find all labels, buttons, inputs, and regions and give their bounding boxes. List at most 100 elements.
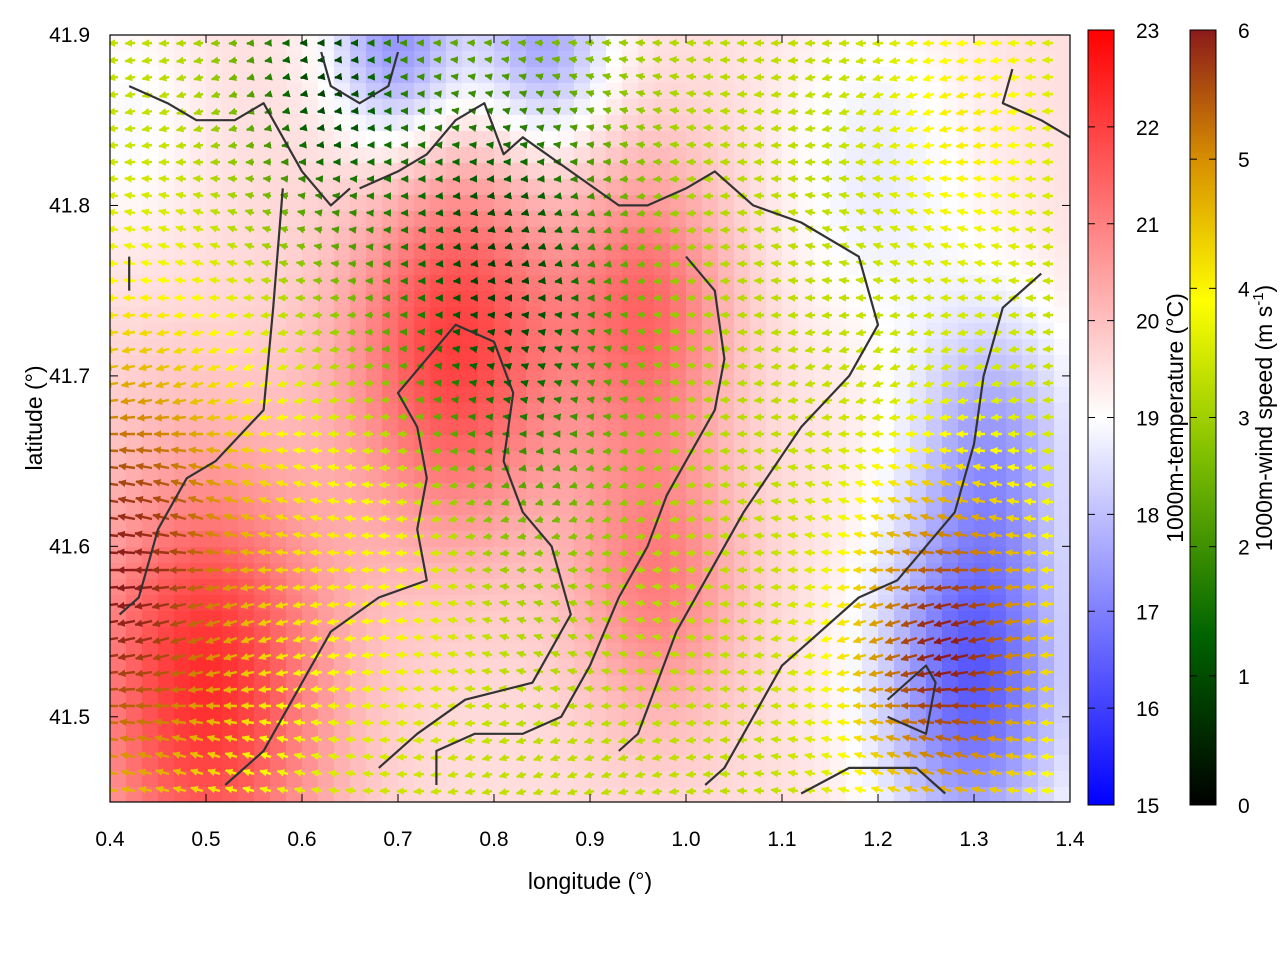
wind-arrow [313, 280, 322, 281]
heatmap-cell [398, 435, 415, 452]
wind-arrow [518, 536, 526, 538]
heatmap-cell [526, 355, 543, 372]
wind-arrow [653, 586, 662, 587]
heatmap-cell [398, 467, 415, 484]
heatmap-cell [654, 387, 671, 404]
wind-arrow [314, 246, 322, 247]
wind-arrow [174, 315, 186, 316]
wind-arrow [521, 399, 526, 400]
wind-arrow [142, 60, 152, 61]
heatmap-cell [270, 211, 287, 228]
heatmap-cell [398, 563, 415, 580]
wind-arrow [466, 519, 475, 521]
heatmap-cell [382, 195, 399, 212]
heatmap-cell [190, 547, 207, 564]
heatmap-cell [654, 243, 671, 260]
heatmap-cell [894, 755, 911, 772]
heatmap-cell [478, 515, 495, 532]
wind-arrow [1023, 604, 1036, 605]
wind-arrow [940, 417, 951, 418]
wind-arrow [670, 536, 679, 537]
heatmap-cell [334, 451, 351, 468]
wind-arrow [1026, 332, 1036, 333]
heatmap-cell [526, 291, 543, 308]
wind-arrow [263, 195, 271, 196]
wind-arrow [687, 76, 696, 77]
wind-arrow [211, 178, 220, 179]
heatmap-cell [766, 707, 783, 724]
wind-arrow [192, 315, 203, 316]
wind-arrow [211, 145, 220, 146]
heatmap-cell [606, 787, 623, 804]
heatmap-cell [174, 67, 191, 84]
heatmap-cell [430, 275, 447, 292]
heatmap-cell [478, 771, 495, 788]
wind-arrow [704, 365, 713, 366]
wind-arrow [620, 196, 628, 197]
wind-arrow [283, 77, 288, 78]
wind-arrow [329, 383, 339, 384]
heatmap-cell [334, 707, 351, 724]
heatmap-cell [318, 355, 335, 372]
wind-arrow [448, 536, 458, 537]
heatmap-cell [734, 83, 751, 100]
wind-arrow [332, 212, 339, 213]
wind-arrow [300, 145, 305, 146]
heatmap-cell [1006, 563, 1023, 580]
wind-arrow [159, 178, 169, 179]
wind-arrow [142, 194, 152, 196]
heatmap-cell [1038, 371, 1055, 388]
wind-arrow [839, 194, 849, 196]
wind-arrow [505, 348, 509, 349]
heatmap-cell [526, 99, 543, 116]
wind-arrow [988, 552, 1002, 553]
heatmap-cell [350, 67, 367, 84]
heatmap-cell [622, 515, 639, 532]
heatmap-cell [1022, 83, 1039, 100]
heatmap-cell [158, 275, 175, 292]
heatmap-cell [622, 83, 639, 100]
heatmap-cell [286, 83, 303, 100]
heatmap-cell [782, 723, 799, 740]
wind-arrow [654, 348, 662, 349]
heatmap-cell [526, 499, 543, 516]
heatmap-cell [126, 163, 143, 180]
wind-arrow [349, 263, 356, 264]
heatmap-cell [1054, 611, 1071, 628]
wind-arrow [283, 60, 288, 61]
heatmap-cell [1054, 147, 1071, 164]
wind-arrow [873, 417, 883, 418]
wind-arrow [344, 535, 356, 536]
heatmap-cell [750, 451, 767, 468]
heatmap-cell [350, 611, 367, 628]
heatmap-cell [718, 435, 735, 452]
heatmap-cell [974, 179, 991, 196]
heatmap-cell [414, 787, 431, 804]
wind-arrow [670, 399, 679, 400]
heatmap-cell [622, 531, 639, 548]
wind-arrow [141, 280, 152, 281]
heatmap-cell [718, 355, 735, 372]
heatmap-cell [382, 115, 399, 132]
heatmap-cell [478, 451, 495, 468]
heatmap-cell [830, 83, 847, 100]
heatmap-cell [702, 355, 719, 372]
wind-arrow [522, 213, 526, 214]
wind-arrow [854, 552, 866, 553]
heatmap-cell [190, 51, 207, 68]
heatmap-cell [910, 355, 927, 372]
wind-arrow [452, 127, 458, 128]
heatmap-cell [670, 275, 687, 292]
heatmap-cell [654, 115, 671, 132]
heatmap-cell [622, 99, 639, 116]
wind-arrow [535, 42, 543, 43]
heatmap-cell [766, 275, 783, 292]
wind-arrow [839, 178, 849, 179]
wind-arrow [670, 416, 679, 417]
wind-arrow [488, 230, 492, 231]
heatmap-cell [910, 483, 927, 500]
wind-arrow [586, 59, 594, 60]
wind-arrow [686, 59, 696, 60]
heatmap-cell [670, 563, 687, 580]
heatmap-cell [926, 323, 943, 340]
